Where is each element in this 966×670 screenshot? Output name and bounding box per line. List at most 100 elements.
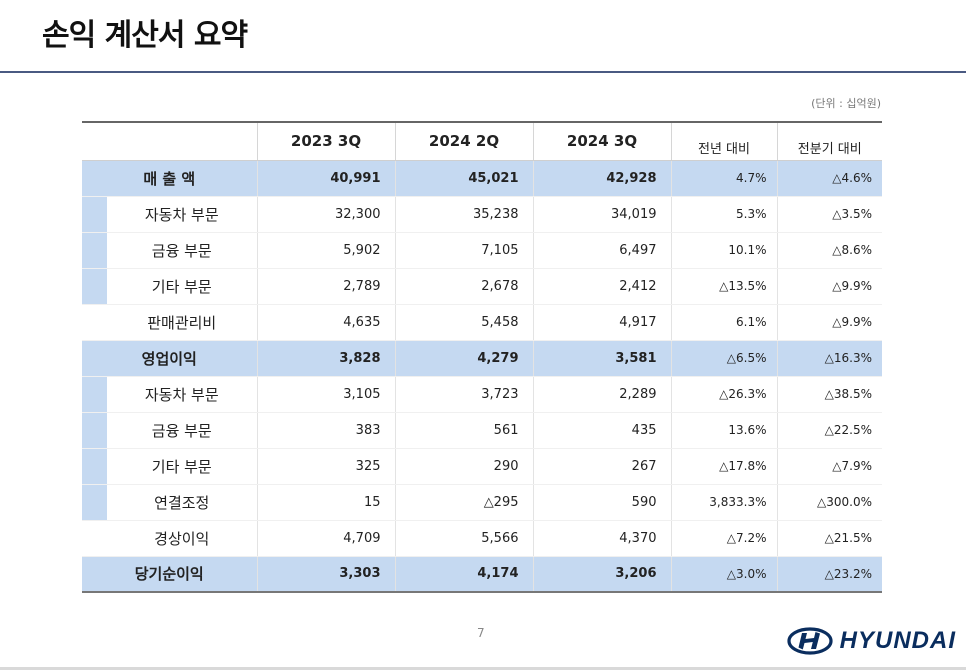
row-label-text: 자동차 부문 (144, 385, 219, 404)
value-cell: 4,370 (533, 520, 672, 557)
change-cell: △22.5% (777, 412, 882, 449)
value-cell: 42,928 (533, 160, 672, 197)
change-cell: 4.7% (671, 160, 778, 197)
change-cell: △7.2% (671, 520, 778, 557)
value-cell: 6,497 (533, 232, 672, 269)
value-cell: 4,279 (395, 340, 534, 377)
column-header: 전분기 대비 (777, 122, 882, 161)
value-cell: 2,789 (257, 268, 396, 305)
value-cell: 435 (533, 412, 672, 449)
change-cell: △3.0% (671, 556, 778, 593)
change-cell: △9.9% (777, 268, 882, 305)
value-cell: 2,678 (395, 268, 534, 305)
hyundai-emblem-icon (787, 627, 833, 655)
value-cell: 2,289 (533, 376, 672, 413)
row-label-text: 경상이익 (154, 529, 210, 548)
value-cell: 7,105 (395, 232, 534, 269)
footer-rule (0, 667, 966, 670)
unit-note: (단위 : 십억원) (811, 97, 881, 110)
value-cell: 4,174 (395, 556, 534, 593)
hyundai-logo: HYUNDAI (787, 627, 956, 655)
change-cell: △17.8% (671, 448, 778, 485)
value-cell: 32,300 (257, 196, 396, 233)
change-cell: △26.3% (671, 376, 778, 413)
value-cell: 290 (395, 448, 534, 485)
table-row: 자동차 부문 3,105 3,723 2,289 △26.3% △38.5% (82, 376, 882, 413)
change-cell: △7.9% (777, 448, 882, 485)
row-label: 자동차 부문 (82, 376, 258, 413)
row-label: 매 출 액 (82, 160, 258, 197)
section-indent-bar (82, 232, 107, 268)
value-cell: 267 (533, 448, 672, 485)
row-label-text: 자동차 부문 (144, 205, 219, 224)
value-cell: 325 (257, 448, 396, 485)
column-header: 2024 2Q (395, 122, 534, 161)
table-row: 연결조정 15 △295 590 3,833.3% △300.0% (82, 484, 882, 521)
table-header-row: 2023 3Q 2024 2Q 2024 3Q 전년 대비 전분기 대비 (82, 122, 882, 161)
row-label: 경상이익 (82, 520, 258, 557)
column-header: 2024 3Q (533, 122, 672, 161)
table-row: 경상이익 4,709 5,566 4,370 △7.2% △21.5% (82, 520, 882, 557)
change-cell: △4.6% (777, 160, 882, 197)
change-cell: △3.5% (777, 196, 882, 233)
value-cell: 2,412 (533, 268, 672, 305)
row-label: 영업이익 (82, 340, 258, 377)
value-cell: 15 (257, 484, 396, 521)
change-cell: 10.1% (671, 232, 778, 269)
table-row: 기타 부문 325 290 267 △17.8% △7.9% (82, 448, 882, 485)
row-label-text: 금융 부문 (151, 421, 212, 440)
table-row: 금융 부문 5,902 7,105 6,497 10.1% △8.6% (82, 232, 882, 269)
row-label-text: 기타 부문 (151, 277, 212, 296)
change-cell: △8.6% (777, 232, 882, 269)
section-indent-bar (82, 376, 107, 412)
change-cell: 13.6% (671, 412, 778, 449)
section-indent-bar (82, 448, 107, 484)
value-cell: 35,238 (395, 196, 534, 233)
table-row: 매 출 액 40,991 45,021 42,928 4.7% △4.6% (82, 160, 882, 197)
section-indent-bar (82, 196, 107, 232)
row-label: 당기순이익 (82, 556, 258, 593)
row-label-text: 기타 부문 (151, 457, 212, 476)
table-row: 당기순이익 3,303 4,174 3,206 △3.0% △23.2% (82, 556, 882, 593)
row-label: 기타 부문 (82, 448, 258, 485)
row-label: 금융 부문 (82, 412, 258, 449)
value-cell: 4,635 (257, 304, 396, 341)
page-title: 손익 계산서 요약 (42, 18, 248, 53)
change-cell: △16.3% (777, 340, 882, 377)
value-cell: 5,458 (395, 304, 534, 341)
hyundai-wordmark: HYUNDAI (839, 627, 956, 654)
change-cell: 5.3% (671, 196, 778, 233)
row-label-text: 매 출 액 (143, 169, 196, 188)
change-cell: △23.2% (777, 556, 882, 593)
change-cell: △21.5% (777, 520, 882, 557)
row-label-text: 연결조정 (154, 493, 210, 512)
value-cell: 5,902 (257, 232, 396, 269)
value-cell: 34,019 (533, 196, 672, 233)
value-cell: 383 (257, 412, 396, 449)
row-label: 연결조정 (82, 484, 258, 521)
table-row: 금융 부문 383 561 435 13.6% △22.5% (82, 412, 882, 449)
table-row: 자동차 부문 32,300 35,238 34,019 5.3% △3.5% (82, 196, 882, 233)
value-cell: 3,828 (257, 340, 396, 377)
value-cell: 3,723 (395, 376, 534, 413)
column-header: 2023 3Q (257, 122, 396, 161)
change-cell: 3,833.3% (671, 484, 778, 521)
row-label: 금융 부문 (82, 232, 258, 269)
value-cell: 5,566 (395, 520, 534, 557)
value-cell: 45,021 (395, 160, 534, 197)
section-indent-bar (82, 412, 107, 448)
value-cell: 3,581 (533, 340, 672, 377)
row-label: 기타 부문 (82, 268, 258, 305)
row-label: 판매관리비 (82, 304, 258, 341)
row-label: 자동차 부문 (82, 196, 258, 233)
change-cell: 6.1% (671, 304, 778, 341)
value-cell: 4,917 (533, 304, 672, 341)
value-cell: 4,709 (257, 520, 396, 557)
value-cell: 590 (533, 484, 672, 521)
table-row: 기타 부문 2,789 2,678 2,412 △13.5% △9.9% (82, 268, 882, 305)
row-label-text: 판매관리비 (147, 313, 217, 332)
change-cell: △38.5% (777, 376, 882, 413)
page-number: 7 (477, 626, 485, 640)
column-header: 전년 대비 (671, 122, 778, 161)
row-label-text: 금융 부문 (151, 241, 212, 260)
